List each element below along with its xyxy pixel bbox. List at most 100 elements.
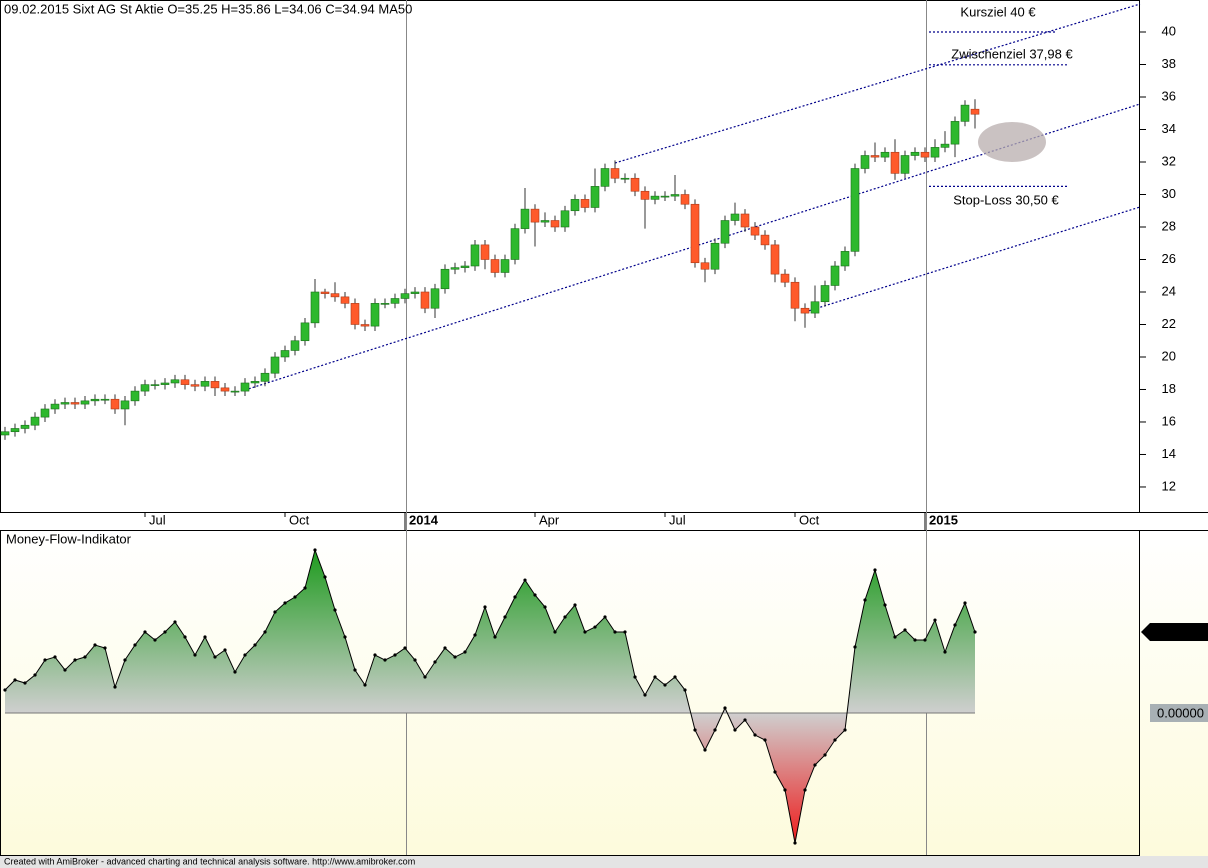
value-tag: [1150, 703, 1208, 722]
mfi-point: [693, 728, 697, 732]
candle-body: [940, 143, 950, 148]
mfi-point: [603, 615, 607, 619]
mfi-point: [33, 673, 37, 677]
mfi-point: [443, 646, 447, 650]
mfi-point: [133, 643, 137, 647]
candle-body: [280, 350, 290, 358]
mfi-point: [823, 753, 827, 757]
mfi-point: [513, 595, 517, 599]
x-tick-label: Apr: [539, 512, 560, 527]
candle-body: [880, 151, 890, 158]
candle-body: [190, 384, 200, 387]
mfi-point: [83, 655, 87, 659]
candle-body: [950, 121, 960, 145]
y-tick-label: 22: [1162, 316, 1176, 331]
mfi-point: [163, 630, 167, 634]
mfi-point: [183, 635, 187, 639]
mfi-area: [5, 550, 975, 843]
candle-body: [780, 273, 790, 283]
candle-body: [200, 381, 210, 387]
candle-body: [590, 186, 600, 208]
candle-body: [150, 384, 160, 386]
candle-body: [700, 262, 710, 270]
candle-body: [300, 322, 310, 342]
candle-body: [800, 307, 810, 314]
mfi-point: [733, 728, 737, 732]
candle-body: [640, 190, 650, 200]
candle-body: [730, 213, 740, 221]
mfi-point: [193, 653, 197, 657]
value-tag: [1150, 623, 1208, 642]
candle-body: [610, 168, 620, 179]
candle-body: [450, 267, 460, 270]
candle-body: [220, 387, 230, 392]
candle-body: [20, 424, 30, 429]
mfi-point: [803, 788, 807, 792]
annotation: Stop-Loss 30,50 €: [953, 192, 1059, 207]
chart-title: 09.02.2015 Sixt AG St Aktie O=35.25 H=35…: [4, 1, 412, 16]
candle-body: [120, 400, 130, 410]
candle-body: [510, 228, 520, 260]
candle-body: [340, 296, 350, 304]
mfi-point: [353, 668, 357, 672]
mfi-point: [63, 668, 67, 672]
candle-body: [330, 293, 340, 298]
mfi-point: [763, 738, 767, 742]
candle-body: [60, 402, 70, 405]
candle-body: [900, 155, 910, 174]
candle-body: [960, 104, 970, 122]
indicator-title: Money-Flow-Indikator: [6, 531, 132, 546]
mfi-point: [873, 568, 877, 572]
y-tick-label: 28: [1162, 218, 1176, 233]
mfi-point: [3, 688, 7, 692]
candle-body: [670, 194, 680, 197]
y-tick-label: 18: [1162, 381, 1176, 396]
y-tick-label: 36: [1162, 88, 1176, 103]
candle-body: [660, 195, 670, 198]
candle-body: [820, 285, 830, 303]
mfi-point: [373, 653, 377, 657]
trend-line: [804, 206, 1141, 313]
candle-body: [310, 291, 320, 324]
candle-body: [170, 379, 180, 384]
mfi-point: [423, 675, 427, 679]
mfi-point: [843, 728, 847, 732]
candle-body: [10, 428, 20, 433]
mfi-point: [563, 615, 567, 619]
annotation: Kursziel 40 €: [960, 4, 1036, 19]
mfi-point: [643, 693, 647, 697]
candle-body: [320, 291, 330, 294]
mfi-point: [403, 646, 407, 650]
mfi-point: [953, 623, 957, 627]
candle-body: [400, 293, 410, 299]
candle-body: [550, 220, 560, 228]
candle-body: [720, 220, 730, 244]
candle-body: [50, 403, 60, 410]
x-tick-label: Jul: [669, 512, 686, 527]
mfi-point: [523, 578, 527, 582]
mfi-point: [703, 748, 707, 752]
mfi-point: [573, 603, 577, 607]
mfi-point: [143, 630, 147, 634]
y-tick-label: 38: [1162, 56, 1176, 71]
mfi-point: [783, 788, 787, 792]
candle-body: [790, 281, 800, 309]
candle-body: [0, 431, 10, 436]
mfi-point: [383, 658, 387, 662]
mfi-point: [553, 630, 557, 634]
candle-body: [870, 155, 880, 158]
mfi-point: [793, 841, 797, 845]
candle-body: [90, 398, 100, 402]
candle-body: [110, 398, 120, 410]
mfi-point: [93, 643, 97, 647]
y-tick-label: 40: [1162, 23, 1176, 38]
y-tick-label: 26: [1162, 251, 1176, 266]
mfi-point: [43, 658, 47, 662]
candle-body: [30, 416, 40, 426]
candle-body: [850, 168, 860, 252]
mfi-point: [293, 595, 297, 599]
candle-body: [360, 324, 370, 327]
y-tick-label: 12: [1162, 478, 1176, 493]
candle-body: [240, 382, 250, 392]
